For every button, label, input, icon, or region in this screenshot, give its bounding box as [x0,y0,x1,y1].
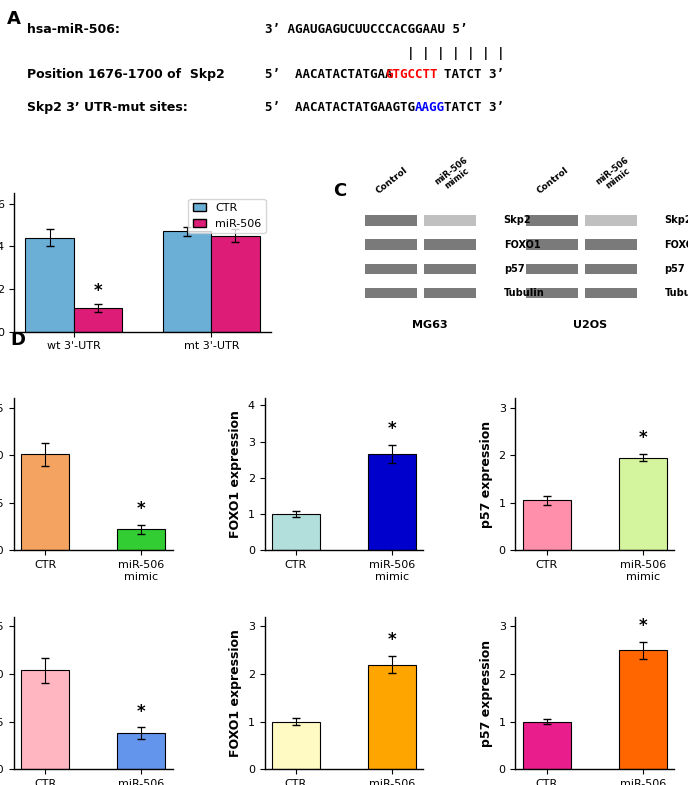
Bar [523,721,571,769]
Text: miR-506
mimic: miR-506 mimic [433,155,475,195]
Bar [368,665,416,769]
Y-axis label: FOXO1 expression: FOXO1 expression [229,629,242,757]
Bar [163,232,211,331]
Text: U2OS: U2OS [574,320,608,330]
Text: hsa-miR-506:: hsa-miR-506: [27,24,120,36]
Text: Tubulin: Tubulin [504,288,544,298]
Bar [585,239,636,250]
Text: *: * [94,282,102,300]
Bar [117,529,165,550]
Bar [526,239,577,250]
Bar [365,239,417,250]
Text: D: D [10,330,25,349]
Bar [117,733,165,769]
Text: Position 1676-1700 of  Skp2: Position 1676-1700 of Skp2 [27,68,225,81]
Bar [526,264,577,274]
Text: TATCT 3’: TATCT 3’ [444,101,504,114]
Bar [526,288,577,298]
Y-axis label: p57 expression: p57 expression [480,421,493,528]
Text: Skp2 3’ UTR-mut sites:: Skp2 3’ UTR-mut sites: [27,101,188,114]
Text: FOXO1: FOXO1 [504,239,540,250]
Bar [368,455,416,550]
Bar [365,264,417,274]
Text: FOXO1: FOXO1 [665,239,688,250]
Bar [272,514,320,550]
Text: 3’ AGAUGAGUCUUCCCACGGAAU 5’: 3’ AGAUGAGUCUUCCCACGGAAU 5’ [265,24,467,36]
Bar [585,215,636,225]
Text: p57: p57 [665,264,685,274]
Bar [619,650,667,769]
Text: p57: p57 [504,264,524,274]
Y-axis label: FOXO1 expression: FOXO1 expression [229,411,242,539]
Text: GTGCCTT: GTGCCTT [385,68,438,81]
Bar [272,721,320,769]
Text: | | | | | | |: | | | | | | | [407,47,504,60]
Bar [424,264,475,274]
Bar [365,288,417,298]
Text: 5’  AACATACTATGAAGTG: 5’ AACATACTATGAAGTG [265,101,415,114]
Bar [211,236,259,331]
Text: Tubulin: Tubulin [665,288,688,298]
Text: A: A [7,10,21,28]
Bar [365,215,417,225]
Text: Skp2: Skp2 [504,215,531,225]
Bar [523,500,571,550]
Bar [424,215,475,225]
Y-axis label: p57 expression: p57 expression [480,640,493,747]
Text: TATCT 3’: TATCT 3’ [444,68,504,81]
Bar [585,288,636,298]
Text: *: * [388,420,396,438]
Text: Control: Control [374,166,409,195]
Bar [74,308,122,331]
Text: *: * [137,500,146,518]
Text: *: * [638,429,647,447]
Text: AAGG: AAGG [415,101,444,114]
Text: Skp2: Skp2 [665,215,688,225]
Text: 5’  AACATACTATGAA: 5’ AACATACTATGAA [265,68,392,81]
Text: *: * [388,631,396,649]
Bar [21,455,69,550]
Text: MG63: MG63 [412,320,447,330]
Bar [585,264,636,274]
Bar [424,239,475,250]
Text: C: C [333,182,346,200]
Bar [526,215,577,225]
Text: Control: Control [535,166,570,195]
Bar [424,288,475,298]
Text: *: * [137,703,146,721]
Legend: CTR, miR-506: CTR, miR-506 [189,199,266,233]
Text: *: * [638,617,647,635]
Text: miR-506
mimic: miR-506 mimic [594,155,636,195]
Bar [21,670,69,769]
Bar [619,458,667,550]
Bar [25,238,74,331]
